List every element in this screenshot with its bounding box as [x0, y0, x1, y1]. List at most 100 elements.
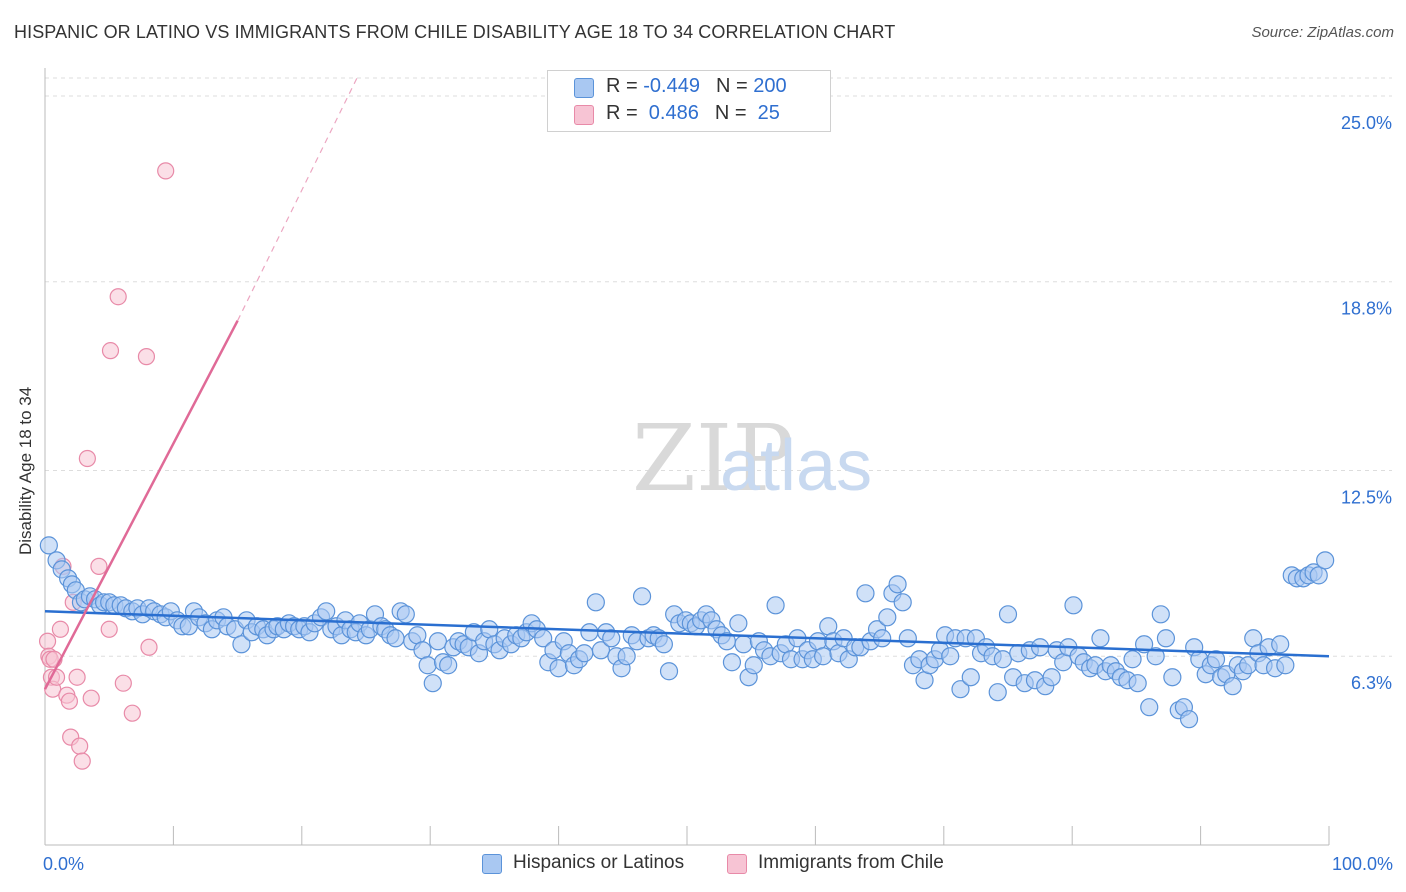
hispanic-point: [766, 596, 785, 615]
legend-n-label: N =: [714, 102, 753, 124]
chile-trend-line: [43, 320, 239, 690]
bottom-legend-label: Hispanics or Latinos: [513, 852, 685, 873]
chile-point: [38, 632, 57, 650]
hispanic-point: [439, 656, 458, 675]
legend-r-value: -0.449: [643, 75, 700, 97]
bottom-legend-swatch-pink: [727, 854, 747, 874]
hispanic-point: [632, 587, 652, 606]
x-tick-label: 0.0%: [43, 854, 84, 874]
bottom-legend-label: Immigrants from Chile: [758, 852, 944, 873]
legend-n-label: N =: [715, 75, 754, 97]
chile-point: [157, 162, 175, 180]
chile-point: [78, 449, 96, 468]
y-tick-label: 18.8%: [1341, 299, 1392, 319]
hispanic-point: [586, 593, 605, 612]
axes: [44, 68, 1330, 846]
trend-lines: [43, 77, 1330, 690]
hispanic-point: [898, 629, 917, 648]
hispanic-point: [1042, 668, 1061, 687]
x-tick-label: 100.0%: [1332, 854, 1393, 874]
y-tick-label: 25.0%: [1341, 113, 1392, 133]
hispanic-points: [39, 536, 1335, 729]
hispanic-point: [1163, 668, 1182, 687]
hispanic-point: [1151, 605, 1170, 624]
hispanic-point: [988, 683, 1007, 702]
hispanic-point: [1128, 674, 1147, 693]
chile-point: [90, 557, 108, 575]
tick-labels: 6.3% 12.5% 18.8% 25.0% 0.0% 100.0%: [43, 113, 1393, 874]
chile-point: [51, 620, 70, 638]
legend-n-value: 25: [752, 102, 780, 124]
chile-point: [60, 692, 78, 710]
hispanic-point: [39, 536, 58, 555]
chile-points: [38, 162, 175, 770]
legend-row-chile: R = 0.486 N = 25: [548, 102, 830, 128]
hispanic-point: [856, 584, 875, 603]
hispanic-point: [729, 614, 748, 633]
chile-point: [140, 638, 158, 656]
hispanic-point: [1146, 647, 1165, 666]
hispanic-point: [961, 668, 980, 687]
chile-point: [100, 620, 118, 638]
hispanic-point: [998, 605, 1018, 624]
watermark-atlas: atlas: [720, 426, 872, 506]
hispanic-point: [878, 608, 897, 627]
y-tick-label: 12.5%: [1341, 487, 1392, 507]
hispanic-point: [873, 629, 892, 648]
chile-point: [137, 348, 156, 366]
hispanic-point: [1316, 551, 1335, 570]
legend-swatch-blue: [574, 78, 594, 98]
hispanic-point: [993, 650, 1012, 669]
hispanic-trend-line: [44, 610, 1330, 658]
hispanic-point: [659, 662, 679, 681]
y-axis-label: Disability Age 18 to 34: [16, 386, 35, 555]
hispanic-point: [1179, 710, 1199, 729]
hispanic-point: [617, 647, 636, 666]
y-tick-label: 6.3%: [1351, 673, 1392, 693]
hispanic-point: [888, 575, 907, 594]
legend-swatch-pink: [574, 105, 594, 125]
grid-lines: [45, 77, 1392, 657]
watermark-zip: ZIP: [632, 405, 794, 512]
chart-title: HISPANIC OR LATINO VS IMMIGRANTS FROM CH…: [14, 22, 896, 42]
hispanic-point: [941, 647, 960, 666]
chile-point: [101, 342, 120, 360]
hispanic-point: [1309, 566, 1328, 585]
stats-legend: R = -0.449 N = 200 R = 0.486 N = 25: [547, 70, 831, 132]
hispanic-point: [734, 635, 753, 654]
hispanic-point: [1064, 596, 1083, 615]
chile-trend-extension: [237, 77, 358, 321]
hispanic-point: [893, 593, 912, 612]
hispanic-point: [654, 635, 673, 654]
hispanic-point: [602, 629, 621, 648]
legend-r-label: R =: [606, 102, 644, 124]
hispanic-point: [1123, 650, 1142, 669]
hispanic-point: [1156, 629, 1176, 648]
source-label: Source: ZipAtlas.com: [1251, 24, 1394, 41]
legend-row-hispanic: R = -0.449 N = 200: [548, 75, 830, 101]
legend-r-value: 0.486: [643, 102, 699, 124]
hispanic-point: [1223, 677, 1242, 696]
chile-point: [68, 668, 86, 686]
hispanic-point: [396, 605, 415, 624]
hispanic-point: [1206, 650, 1226, 669]
hispanic-point: [1140, 698, 1159, 717]
watermark: ZIP atlas: [632, 405, 872, 512]
chile-point: [123, 704, 141, 722]
hispanic-point: [951, 680, 970, 699]
bottom-legend-swatch-blue: [482, 854, 502, 874]
hispanic-point: [386, 629, 405, 648]
hispanic-point: [428, 632, 448, 651]
hispanic-point: [744, 656, 763, 675]
chile-point: [114, 674, 132, 692]
hispanic-point: [575, 644, 594, 663]
legend-r-label: R =: [606, 75, 644, 97]
chile-point: [71, 737, 89, 755]
hispanic-point: [1091, 629, 1110, 648]
hispanic-point: [1271, 635, 1290, 654]
hispanic-point: [232, 635, 251, 654]
hispanic-point: [591, 641, 611, 660]
hispanic-point: [580, 623, 599, 642]
chile-point: [82, 689, 100, 707]
